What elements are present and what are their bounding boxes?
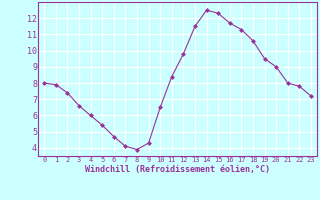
X-axis label: Windchill (Refroidissement éolien,°C): Windchill (Refroidissement éolien,°C) xyxy=(85,165,270,174)
